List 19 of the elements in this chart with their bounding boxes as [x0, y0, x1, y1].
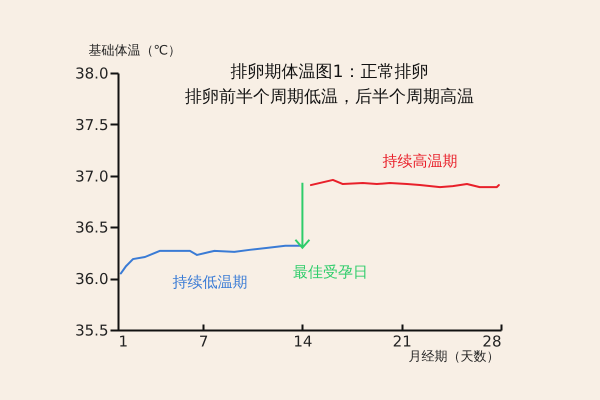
y-tick-label: 36.5: [75, 218, 108, 237]
annotation: 最佳受孕日: [292, 262, 368, 281]
series-label: 持续低温期: [172, 272, 248, 291]
x-tick-label: 28: [482, 332, 502, 350]
x-tick-label: 21: [392, 332, 412, 350]
line-series: [310, 178, 500, 188]
y-tick-label: 35.5: [75, 322, 108, 340]
y-tick-label: 37.0: [75, 167, 108, 186]
y-tick-label: 38.0: [75, 64, 108, 82]
x-tick-label: 14: [293, 332, 312, 350]
series-label: 持续高温期: [382, 152, 458, 170]
chart-title: 排卵期体温图1：正常排卵: [230, 62, 428, 82]
text: 排卵前半个周期低温，后半个周期高温: [185, 87, 474, 107]
y-tick-label: 37.5: [75, 116, 108, 134]
x-tick-label: 1: [118, 332, 128, 350]
y-axis-title: 基础体温（℃）: [88, 44, 182, 58]
y-tick-label: 36.0: [75, 270, 108, 288]
x-axis-title: 月经期（天数）: [408, 350, 500, 364]
x-tick-label: 7: [198, 332, 208, 350]
